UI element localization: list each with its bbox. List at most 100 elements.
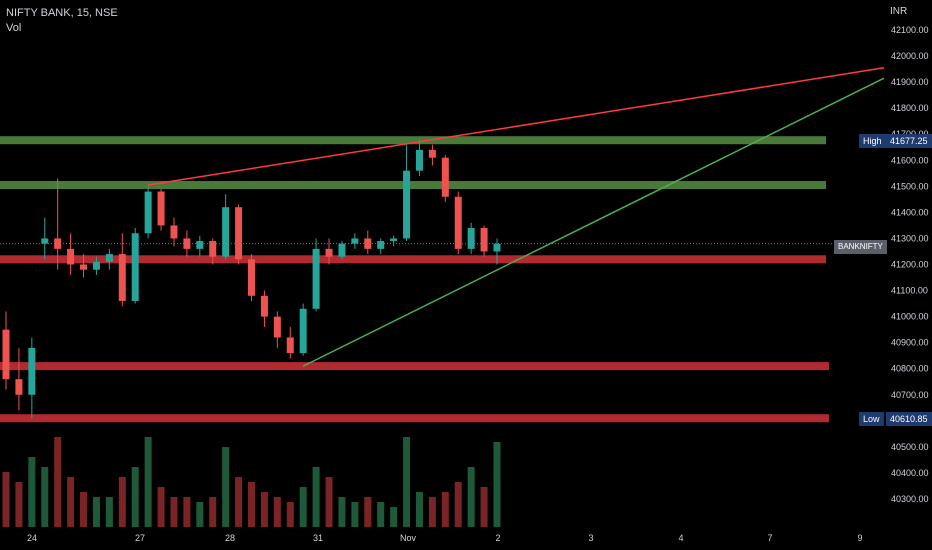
volume-bar [454,482,462,527]
candle-body [41,238,49,244]
price-tick-label: 41500.00 [891,181,929,191]
red-zone-2[interactable] [0,255,826,264]
volume-bar [428,497,436,527]
support-resistance-zones [0,136,829,423]
candlesticks [2,139,501,419]
candle-body [196,241,204,249]
candle-body [209,241,217,257]
volume-bar [118,477,126,527]
volume-bar [183,497,191,527]
candle-body [286,337,294,354]
price-tick-label: 41000.00 [891,312,929,322]
high-tag-label: High [859,134,886,148]
green-zone-0[interactable] [0,136,826,145]
volume-bar [209,497,217,527]
symbol-title[interactable]: NIFTY BANK, 15, NSE [6,7,118,19]
volume-bar [467,467,475,527]
volume-bar [54,437,62,527]
candle-body [415,149,423,171]
volume-bar [286,502,294,527]
time-tick-label: 31 [313,533,323,543]
candle-body [222,207,230,257]
candle-body [80,264,88,270]
volume-indicator-label[interactable]: Vol [6,22,22,34]
price-tick-label: 40700.00 [891,390,929,400]
symbol-price-tag[interactable]: BANKNIFTY [834,240,887,254]
volume-bar [131,467,139,527]
volume-bar [312,467,320,527]
red-zone-4[interactable] [0,414,829,423]
candle-body [235,207,243,260]
candle-body [312,248,320,309]
trend-lines[interactable] [0,67,885,367]
time-axis[interactable]: 24 27 28 31 Nov 2 3 4 7 9 [27,533,863,543]
volume-bar [493,442,501,527]
price-tick-label: 41300.00 [891,233,929,243]
price-tick-label: 41900.00 [891,77,929,87]
red-zone-3[interactable] [0,362,829,371]
volume-bar [480,487,488,527]
candle-body [441,157,449,197]
candle-body [428,149,436,158]
price-tick-label: 41600.00 [891,155,929,165]
price-tick-label: 41400.00 [891,207,929,217]
time-tick-label: 2 [495,533,500,543]
time-tick-label: 4 [678,533,683,543]
candle-body [144,191,152,234]
candle-body [157,191,165,226]
volume-bar [105,497,113,527]
volume-bar [222,447,230,527]
price-tick-label: 40800.00 [891,364,929,374]
candle-body [299,308,307,354]
candle-body [454,196,462,249]
candle-body [493,243,501,252]
candle-body [248,259,255,296]
volume-bar [390,507,398,527]
volume-bar [15,482,23,527]
low-tag-label: Low [859,412,884,426]
volume-bar [2,472,10,527]
time-tick-label: 24 [27,533,37,543]
volume-bar [157,487,165,527]
currency-label: INR [890,6,908,17]
volume-bar [92,497,100,527]
candle-body [260,295,268,317]
time-tick-label: 27 [135,533,145,543]
time-tick-label: 9 [857,533,862,543]
high-tag-value: 41677.25 [886,134,932,148]
volume-bar [299,487,307,527]
volume-bar [248,482,255,527]
price-tick-label: 41200.00 [891,260,929,270]
volume-bar [80,492,88,527]
candle-body [28,347,36,395]
price-tick-label: 40900.00 [891,338,929,348]
candle-body [390,238,398,242]
volume-bar [351,502,359,527]
volume-bar [144,437,152,527]
candle-body [377,241,385,249]
volume-bar [377,502,385,527]
volume-bar [260,492,268,527]
green-zone-1[interactable] [0,181,826,190]
price-tick-label: 41100.00 [891,286,928,296]
support-trend-line[interactable] [302,77,885,367]
candle-body [118,254,126,301]
time-tick-label: Nov [400,533,417,543]
volume-bar [67,477,75,527]
volume-bar [415,492,423,527]
price-tick-label: 40400.00 [891,468,929,478]
resistance-trend-line[interactable] [148,67,885,186]
volume-bar [273,497,281,527]
candle-body [67,248,75,265]
price-tick-label: 40300.00 [891,494,929,504]
time-tick-label: 28 [225,533,235,543]
price-tick-label: 40500.00 [891,442,929,452]
volume-bar [403,437,411,527]
volume-bar [338,497,346,527]
time-tick-label: 7 [767,533,772,543]
candle-body [273,316,281,338]
low-tag-value: 40610.85 [886,412,932,426]
volume-bar [364,497,372,527]
